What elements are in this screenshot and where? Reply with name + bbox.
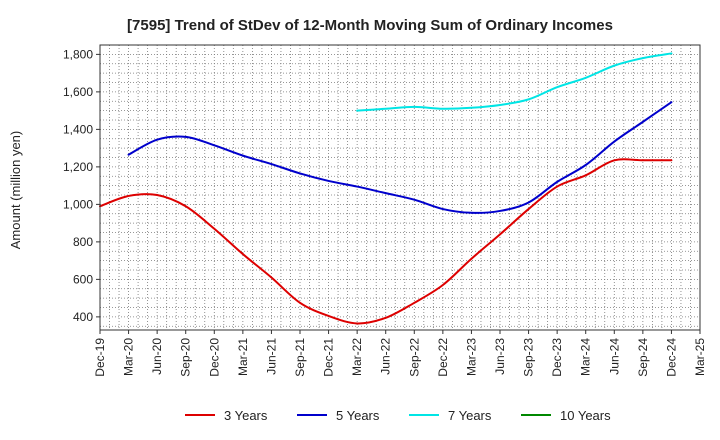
x-tick-label: Dec-23 — [550, 338, 564, 377]
y-axis-label: Amount (million yen) — [8, 131, 23, 250]
x-tick-label: Jun-24 — [607, 338, 621, 375]
series-line-7-years — [356, 52, 673, 112]
x-tick-label: Mar-21 — [236, 338, 250, 376]
x-tick-label: Sep-23 — [522, 338, 536, 377]
grid-layer — [99, 44, 701, 330]
y-tick-layer: 400 600 800 1,000 1,200 1,400 1,600 1,800 — [63, 47, 100, 324]
legend-label-10-years: 10 Years — [560, 408, 611, 423]
legend: 3 Years 5 Years 7 Years 10 Years — [185, 408, 611, 423]
x-tick-label: Sep-24 — [636, 338, 650, 377]
x-tick-label: Mar-24 — [579, 338, 593, 376]
y-tick-label: 1,800 — [63, 47, 93, 61]
y-tick-label: 1,600 — [63, 85, 93, 99]
y-tick-label: 1,000 — [63, 197, 93, 211]
x-tick-label: Jun-21 — [264, 338, 278, 375]
series-line-3-years — [99, 158, 673, 325]
x-tick-label: Jun-20 — [150, 338, 164, 375]
y-tick-label: 1,400 — [63, 122, 93, 136]
x-tick-label: Sep-22 — [407, 338, 421, 377]
y-tick-label: 600 — [73, 272, 93, 286]
x-tick-label: Jun-22 — [379, 338, 393, 375]
x-tick-label: Sep-20 — [179, 338, 193, 377]
y-tick-label: 400 — [73, 310, 93, 324]
x-tick-label: Mar-23 — [464, 338, 478, 376]
x-tick-label: Dec-20 — [207, 338, 221, 377]
plot-area-frame — [99, 44, 701, 331]
legend-label-5-years: 5 Years — [336, 408, 380, 423]
series-line-5-years — [127, 101, 673, 214]
x-tick-layer: Dec-19 Mar-20 Jun-20 Sep-20 Dec-20 Mar-21 Jun-… — [93, 330, 707, 377]
y-tick-label: 1,200 — [63, 160, 93, 174]
series-layer — [99, 52, 673, 325]
x-tick-label: Mar-22 — [350, 338, 364, 376]
legend-label-3-years: 3 Years — [224, 408, 268, 423]
x-tick-label: Sep-21 — [293, 338, 307, 377]
chart-title: [7595] Trend of StDev of 12-Month Moving… — [127, 17, 613, 34]
legend-label-7-years: 7 Years — [448, 408, 492, 423]
x-tick-label: Dec-24 — [664, 338, 678, 377]
x-tick-label: Dec-19 — [93, 338, 107, 377]
x-tick-label: Mar-25 — [693, 338, 707, 376]
x-tick-label: Dec-21 — [322, 338, 336, 377]
x-tick-label: Dec-22 — [436, 338, 450, 377]
y-tick-label: 800 — [73, 235, 93, 249]
x-tick-label: Jun-23 — [493, 338, 507, 375]
x-tick-label: Mar-20 — [122, 338, 136, 376]
